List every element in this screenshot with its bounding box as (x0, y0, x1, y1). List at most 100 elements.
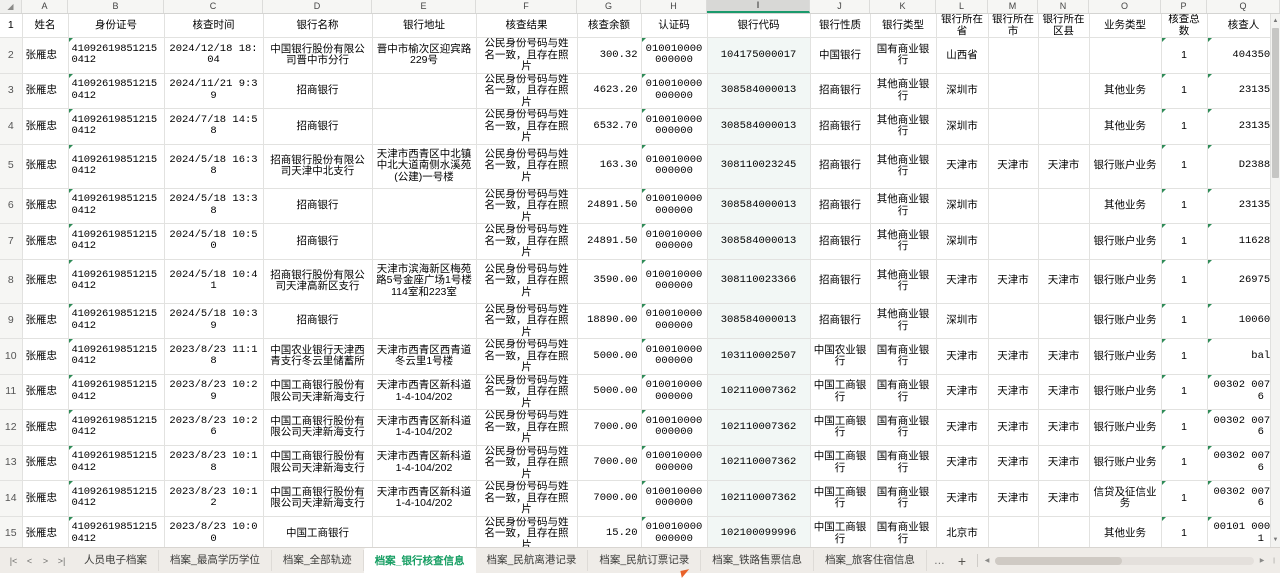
cell-O14[interactable]: 信贷及征信业务 (1089, 480, 1162, 517)
select-all-corner[interactable]: ◢ (0, 0, 22, 13)
sheet-tab-6[interactable]: 档案_铁路售票信息 (701, 550, 815, 571)
table-row[interactable]: 6 张雁忠 410926198512150412 2024/5/18 13:38 招商银… (0, 188, 1280, 224)
cell-C12[interactable]: 2023/8/23 10:26 (164, 409, 264, 446)
cell-O12[interactable]: 银行账户业务 (1089, 409, 1162, 446)
cell-C8[interactable]: 2024/5/18 10:41 (164, 259, 264, 304)
cell-E6[interactable] (372, 188, 477, 224)
cell-G11[interactable]: 5000.00 (577, 374, 642, 410)
cell-L10[interactable]: 天津市 (936, 338, 989, 375)
cell-N8[interactable]: 天津市 (1038, 259, 1090, 304)
cell-A3[interactable]: 张雁忠 (22, 73, 69, 109)
cell-F3[interactable]: 公民身份号码与姓名一致，且存在照片 (476, 73, 578, 109)
row-header-3[interactable]: 3 (0, 73, 23, 109)
cell-G4[interactable]: 6532.70 (577, 108, 642, 145)
cell-H10[interactable]: 010010000000000 (641, 338, 708, 375)
cell-G15[interactable]: 15.20 (577, 516, 642, 547)
table-row[interactable]: 2 张雁忠 410926198512150412 2024/12/18 18:04 中国… (0, 37, 1280, 74)
cell-K8[interactable]: 其他商业银行 (870, 259, 937, 304)
resize-grip-icon[interactable]: | (1273, 557, 1275, 564)
cell-J6[interactable]: 招商银行 (810, 188, 871, 224)
header-cell-N[interactable]: 银行所在区县 (1038, 14, 1090, 38)
cell-D5[interactable]: 招商银行股份有限公司天津中北支行 (263, 144, 373, 189)
sheet-tab-5[interactable]: 档案_民航订票记录 (588, 550, 702, 571)
cell-B4[interactable]: 410926198512150412 (68, 108, 165, 145)
cell-N3[interactable] (1038, 73, 1090, 109)
cell-F9[interactable]: 公民身份号码与姓名一致，且存在照片 (476, 303, 578, 339)
cell-Q12[interactable]: 00302 00736 0 (1207, 409, 1280, 446)
vertical-scrollbar[interactable]: ▲ ▼ (1270, 14, 1280, 547)
cell-M8[interactable]: 天津市 (988, 259, 1039, 304)
cell-F15[interactable]: 公民身份号码与姓名一致，且存在照片 (476, 516, 578, 547)
cell-H3[interactable]: 010010000000000 (641, 73, 708, 109)
cell-O13[interactable]: 银行账户业务 (1089, 445, 1162, 481)
header-cell-P[interactable]: 核查总数 (1161, 14, 1208, 38)
header-cell-C[interactable]: 核查时间 (164, 14, 264, 38)
cell-N12[interactable]: 天津市 (1038, 409, 1090, 446)
cell-B8[interactable]: 410926198512150412 (68, 259, 165, 304)
cell-C13[interactable]: 2023/8/23 10:18 (164, 445, 264, 481)
cell-J11[interactable]: 中国工商银行 (810, 374, 871, 410)
row-header-14[interactable]: 14 (0, 480, 23, 517)
cell-G14[interactable]: 7000.00 (577, 480, 642, 517)
cell-F10[interactable]: 公民身份号码与姓名一致，且存在照片 (476, 338, 578, 375)
cell-M14[interactable]: 天津市 (988, 480, 1039, 517)
cell-B13[interactable]: 410926198512150412 (68, 445, 165, 481)
cell-A9[interactable]: 张雁忠 (22, 303, 69, 339)
cell-M12[interactable]: 天津市 (988, 409, 1039, 446)
cell-I7[interactable]: 308584000013 (707, 223, 811, 260)
horizontal-scroll-track[interactable] (995, 556, 1254, 565)
cell-B11[interactable]: 410926198512150412 (68, 374, 165, 410)
cell-K10[interactable]: 国有商业银行 (870, 338, 937, 375)
cell-H9[interactable]: 010010000000000 (641, 303, 708, 339)
cell-B6[interactable]: 410926198512150412 (68, 188, 165, 224)
cell-H6[interactable]: 010010000000000 (641, 188, 708, 224)
cell-N4[interactable] (1038, 108, 1090, 145)
cell-F4[interactable]: 公民身份号码与姓名一致，且存在照片 (476, 108, 578, 145)
cell-P7[interactable]: 1 (1161, 223, 1208, 260)
column-header-H[interactable]: H (641, 0, 707, 13)
cell-C5[interactable]: 2024/5/18 16:38 (164, 144, 264, 189)
cell-C10[interactable]: 2023/8/23 11:18 (164, 338, 264, 375)
table-row[interactable]: 5 张雁忠 410926198512150412 2024/5/18 16:38 招商银… (0, 144, 1280, 189)
cell-P15[interactable]: 1 (1161, 516, 1208, 547)
cell-B15[interactable]: 410926198512150412 (68, 516, 165, 547)
column-header-Q[interactable]: Q (1207, 0, 1280, 13)
cell-M9[interactable] (988, 303, 1039, 339)
cell-B14[interactable]: 410926198512150412 (68, 480, 165, 517)
cell-H8[interactable]: 010010000000000 (641, 259, 708, 304)
column-header-A[interactable]: A (22, 0, 68, 13)
cell-J5[interactable]: 招商银行 (810, 144, 871, 189)
header-cell-I[interactable]: 银行代码 (707, 14, 811, 38)
cell-O5[interactable]: 银行账户业务 (1089, 144, 1162, 189)
row-header-13[interactable]: 13 (0, 445, 23, 481)
cell-K9[interactable]: 其他商业银行 (870, 303, 937, 339)
cell-K11[interactable]: 国有商业银行 (870, 374, 937, 410)
cell-Q14[interactable]: 00302 00736 0 (1207, 480, 1280, 517)
cell-P8[interactable]: 1 (1161, 259, 1208, 304)
cell-I8[interactable]: 308110023366 (707, 259, 811, 304)
cell-C9[interactable]: 2024/5/18 10:39 (164, 303, 264, 339)
cell-N6[interactable] (1038, 188, 1090, 224)
cell-G12[interactable]: 7000.00 (577, 409, 642, 446)
column-header-D[interactable]: D (263, 0, 372, 13)
row-header-15[interactable]: 15 (0, 516, 23, 547)
sheet-tab-7[interactable]: 档案_旅客住宿信息 (814, 550, 927, 571)
cell-K13[interactable]: 国有商业银行 (870, 445, 937, 481)
cell-I5[interactable]: 308110023245 (707, 144, 811, 189)
cell-D14[interactable]: 中国工商银行股份有限公司天津新海支行 (263, 480, 373, 517)
cell-O11[interactable]: 银行账户业务 (1089, 374, 1162, 410)
cell-I4[interactable]: 308584000013 (707, 108, 811, 145)
cell-L15[interactable]: 北京市 (936, 516, 989, 547)
cell-E14[interactable]: 天津市西青区新科道1-4-104/202 (372, 480, 477, 517)
cell-F6[interactable]: 公民身份号码与姓名一致，且存在照片 (476, 188, 578, 224)
header-cell-B[interactable]: 身份证号 (68, 14, 165, 38)
table-row[interactable]: 9 张雁忠 410926198512150412 2024/5/18 10:39 招商银… (0, 303, 1280, 339)
cell-A13[interactable]: 张雁忠 (22, 445, 69, 481)
sheet-tab-2[interactable]: 档案_全部轨迹 (272, 550, 364, 571)
cell-E13[interactable]: 天津市西青区新科道1-4-104/202 (372, 445, 477, 481)
cell-N5[interactable]: 天津市 (1038, 144, 1090, 189)
cell-H12[interactable]: 010010000000000 (641, 409, 708, 446)
cell-L9[interactable]: 深圳市 (936, 303, 989, 339)
cell-C11[interactable]: 2023/8/23 10:29 (164, 374, 264, 410)
row-header-11[interactable]: 11 (0, 374, 23, 410)
